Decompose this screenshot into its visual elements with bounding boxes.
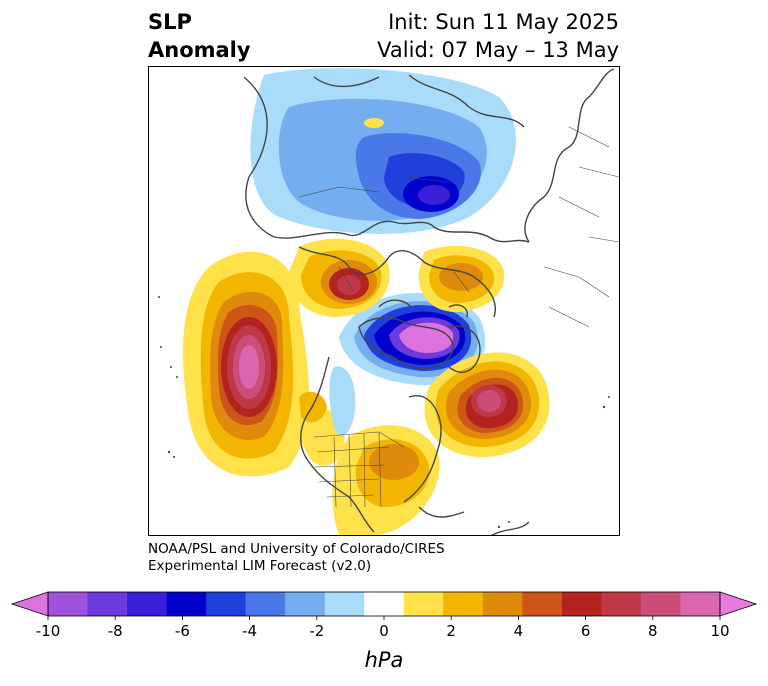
colorbar-extend-left bbox=[10, 591, 49, 617]
colorbar-segment bbox=[245, 592, 286, 616]
valid-range: Valid: 07 May – 13 May bbox=[377, 38, 619, 62]
colorbar-segment bbox=[403, 592, 444, 616]
map-panel bbox=[148, 66, 620, 536]
colorbar-ticks: -10 -8 -6 -4 -2 0 2 4 6 8 10 bbox=[36, 616, 730, 640]
negative-anomaly-west-na bbox=[329, 366, 356, 436]
colorbar-tick-label: 6 bbox=[581, 622, 591, 640]
colorbar: -10 -8 -6 -4 -2 0 2 4 6 8 10 bbox=[10, 591, 758, 640]
title-variable: Anomaly bbox=[148, 38, 251, 62]
init-date: Init: Sun 11 May 2025 bbox=[388, 10, 619, 34]
colorbar-extend-right bbox=[719, 591, 758, 617]
colorbar-tick-label: 4 bbox=[514, 622, 524, 640]
colorbar-tick-label: -6 bbox=[175, 622, 190, 640]
colorbar-tick-label: -2 bbox=[309, 622, 324, 640]
title-left: SLP Anomaly bbox=[148, 8, 251, 64]
credit-line-1: NOAA/PSL and University of Colorado/CIRE… bbox=[148, 541, 445, 557]
colorbar-tick-label: 10 bbox=[710, 622, 729, 640]
colorbar-segments bbox=[48, 592, 721, 616]
colorbar-segment bbox=[522, 592, 563, 616]
islands bbox=[158, 296, 610, 529]
colorbar-tick-label: -10 bbox=[36, 622, 61, 640]
positive-anomaly-north-america bbox=[299, 391, 440, 535]
colorbar-segment bbox=[166, 592, 207, 616]
negative-anomaly-arctic bbox=[339, 292, 486, 386]
colorbar-segment bbox=[324, 592, 365, 616]
colorbar-tick-label: -8 bbox=[108, 622, 123, 640]
colorbar-segment bbox=[285, 592, 326, 616]
colorbar-segment bbox=[127, 592, 168, 616]
title-right: Init: Sun 11 May 2025 Valid: 07 May – 13… bbox=[377, 8, 619, 64]
positive-anomaly-pacific bbox=[183, 251, 309, 477]
colorbar-segment bbox=[87, 592, 128, 616]
colorbar-segment bbox=[601, 592, 642, 616]
colorbar-segment bbox=[561, 592, 602, 616]
political-borders bbox=[298, 126, 619, 508]
positive-anomaly-europe bbox=[418, 245, 505, 312]
colorbar-segment bbox=[640, 592, 681, 616]
credit-line-2: Experimental LIM Forecast (v2.0) bbox=[148, 558, 372, 574]
positive-anomaly-atlantic bbox=[424, 352, 550, 457]
colorbar-unit: hPa bbox=[364, 648, 404, 672]
credit: NOAA/PSL and University of Colorado/CIRE… bbox=[148, 541, 445, 575]
colorbar-tick-label: 0 bbox=[379, 622, 389, 640]
colorbar-segment bbox=[680, 592, 721, 616]
colorbar-tick-label: 2 bbox=[446, 622, 456, 640]
colorbar-segment bbox=[482, 592, 523, 616]
colorbar-tick-label: -4 bbox=[242, 622, 257, 640]
colorbar-segment bbox=[206, 592, 247, 616]
slp-anomaly-map bbox=[158, 68, 619, 535]
coastlines bbox=[243, 68, 615, 535]
colorbar-segment bbox=[364, 592, 405, 616]
negative-anomaly-siberia bbox=[250, 68, 516, 234]
title-field: SLP bbox=[148, 10, 192, 34]
colorbar-segment bbox=[48, 592, 89, 616]
colorbar-tick-label: 8 bbox=[648, 622, 658, 640]
colorbar-segment bbox=[443, 592, 484, 616]
